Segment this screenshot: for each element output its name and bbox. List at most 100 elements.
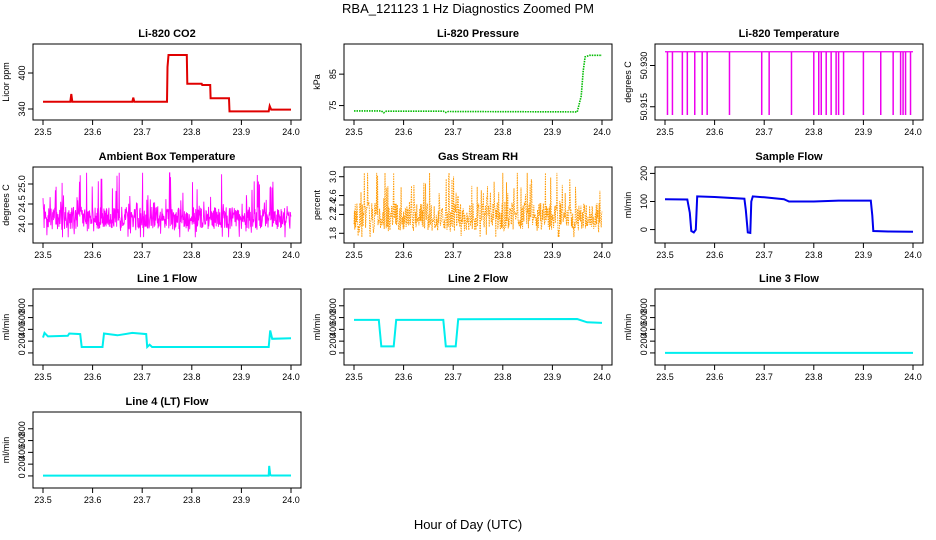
panel-line-4-lt-flow: Line 4 (LT) Flow ml/min 23.5 23.6 23.7 23.8 23…: [1, 396, 302, 505]
plot-title: Gas Stream RH: [438, 151, 518, 163]
x-tick-label: 23.6: [84, 250, 102, 260]
plot-title: Line 1 Flow: [137, 273, 197, 285]
x-tick-label: 23.6: [395, 372, 413, 382]
x-tick-label: 23.9: [855, 127, 873, 137]
panel-li820-pressure: Li-820 Pressure kPa 23.5 23.6 23.7 23.8 23.9 24…: [312, 28, 613, 137]
y-tick-label: 2.2: [328, 208, 338, 221]
x-tick-label: 23.9: [233, 372, 251, 382]
y-tick-label: 800: [17, 298, 27, 313]
x-tick-label: 23.5: [34, 250, 52, 260]
y-tick-label: 200: [639, 166, 649, 181]
y-tick-label: 600: [17, 433, 27, 448]
x-tick-label: 23.5: [656, 372, 674, 382]
series-line: [43, 465, 291, 477]
x-tick-label: 24.0: [593, 127, 611, 137]
y-tick-label: 0: [17, 473, 27, 478]
x-tick-label: 23.9: [233, 127, 251, 137]
x-tick-label: 23.5: [34, 127, 52, 137]
panel-line-3-flow: Line 3 Flow ml/min 23.5 23.6 23.7 23.8 23.9 24.…: [623, 273, 924, 382]
y-tick-label: 25.0: [17, 175, 27, 193]
y-tick-label: 0: [639, 227, 649, 232]
x-tick-label: 24.0: [593, 372, 611, 382]
x-tick-label: 24.0: [904, 250, 922, 260]
y-tick-label: 600: [639, 310, 649, 325]
x-tick-label: 23.7: [133, 127, 151, 137]
series-line: [42, 330, 292, 350]
x-tick-label: 23.8: [183, 127, 201, 137]
plot-title: Ambient Box Temperature: [99, 151, 236, 163]
figure-xlabel: Hour of Day (UTC): [413, 517, 523, 532]
x-tick-label: 23.5: [345, 372, 363, 382]
x-tick-label: 23.6: [706, 250, 724, 260]
y-tick-label: 400: [17, 65, 27, 80]
y-tick-label: 600: [17, 310, 27, 325]
x-tick-label: 23.5: [34, 372, 52, 382]
x-tick-label: 23.8: [183, 372, 201, 382]
y-tick-label: 0: [639, 350, 649, 355]
y-tick-label: 800: [639, 298, 649, 313]
plot-title: Li-820 CO2: [138, 28, 195, 40]
y-tick-label: 800: [17, 421, 27, 436]
plot-frame: [32, 43, 302, 121]
y-axis-label: Licor ppm: [1, 62, 11, 102]
x-tick-label: 23.6: [706, 127, 724, 137]
y-tick-label: 2.4: [328, 199, 338, 212]
x-tick-label: 23.8: [805, 127, 823, 137]
y-axis-label: ml/min: [623, 314, 633, 341]
x-tick-label: 24.0: [593, 250, 611, 260]
x-tick-label: 23.7: [755, 127, 773, 137]
y-tick-label: 50.930: [639, 52, 649, 80]
panel-sample-flow: Sample Flow ml/min 23.5 23.6 23.7 23.8 23.9 24.…: [623, 151, 924, 260]
x-tick-label: 24.0: [282, 372, 300, 382]
y-tick-label: 340: [17, 101, 27, 116]
x-tick-label: 23.8: [183, 495, 201, 505]
x-tick-label: 23.7: [444, 372, 462, 382]
y-tick-label: 3.0: [328, 170, 338, 183]
x-tick-label: 23.8: [494, 250, 512, 260]
plot-title: Sample Flow: [755, 151, 823, 163]
x-tick-label: 24.0: [904, 372, 922, 382]
y-tick-label: 24.5: [17, 195, 27, 213]
plot-frame: [32, 411, 302, 489]
x-tick-label: 24.0: [904, 127, 922, 137]
series-line: [664, 195, 914, 235]
x-tick-label: 24.0: [282, 127, 300, 137]
plot-frame: [32, 166, 302, 244]
y-tick-label: 50.915: [639, 93, 649, 121]
plot-frame: [654, 288, 924, 366]
plot-frame: [343, 43, 613, 121]
x-tick-label: 23.7: [755, 250, 773, 260]
series-line: [353, 172, 603, 238]
y-tick-label: 800: [328, 298, 338, 313]
plot-title: Li-820 Pressure: [437, 28, 519, 40]
x-tick-label: 23.6: [84, 495, 102, 505]
x-tick-label: 23.8: [805, 372, 823, 382]
y-tick-label: 1.8: [328, 227, 338, 240]
x-tick-label: 23.5: [345, 250, 363, 260]
x-tick-label: 23.7: [755, 372, 773, 382]
panel-line-1-flow: Line 1 Flow ml/min 23.5 23.6 23.7 23.8 23.9 24.…: [1, 273, 302, 382]
x-tick-label: 23.9: [233, 495, 251, 505]
y-tick-label: 200: [17, 334, 27, 349]
y-axis-label: ml/min: [623, 192, 633, 219]
x-tick-label: 23.8: [183, 250, 201, 260]
y-axis-label: ml/min: [1, 437, 11, 464]
series-line: [42, 172, 292, 238]
panel-li820-temperature: Li-820 Temperature degrees C 23.5 23.6 23.7 2…: [623, 28, 924, 137]
panel-ambient-box-temperature: Ambient Box Temperature degrees C 23.5 23.6…: [1, 151, 302, 260]
x-tick-label: 23.9: [544, 250, 562, 260]
y-axis-label: percent: [312, 189, 322, 220]
panel-li820-co2: Li-820 CO2 Licor ppm 23.5 23.6 23.7 23.8 23.9 2…: [1, 28, 302, 137]
y-tick-label: 24.0: [17, 215, 27, 233]
series-line: [354, 54, 602, 114]
y-tick-label: 200: [639, 334, 649, 349]
x-tick-label: 24.0: [282, 250, 300, 260]
x-tick-label: 23.7: [444, 250, 462, 260]
y-tick-label: 2.6: [328, 189, 338, 202]
plot-title: Line 2 Flow: [448, 273, 508, 285]
x-tick-label: 23.9: [544, 372, 562, 382]
series-line: [43, 54, 291, 113]
x-tick-label: 23.6: [84, 372, 102, 382]
